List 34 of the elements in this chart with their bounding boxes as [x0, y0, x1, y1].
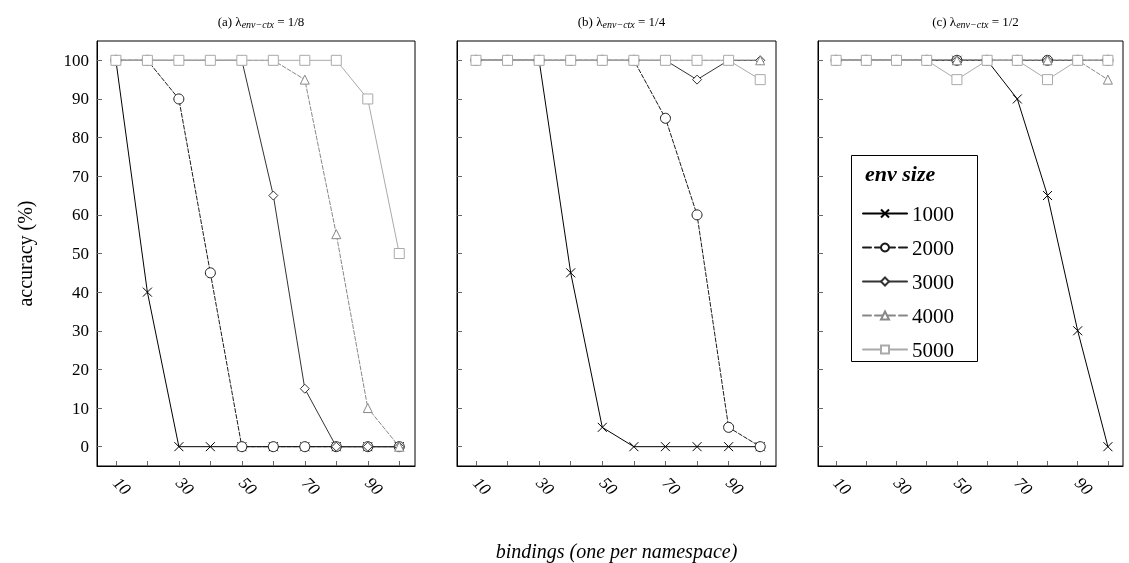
x-tick-label: 50 [235, 473, 261, 500]
x-axis-title: bindings (one per namespace) [495, 540, 738, 563]
x-tick-label: 70 [658, 473, 685, 500]
x-tick-label: 30 [531, 472, 559, 500]
y-tick-label: 10 [72, 398, 89, 418]
x-tick-label: 90 [361, 473, 387, 500]
x-tick-label: 10 [469, 473, 496, 500]
legend-label: 2000 [912, 235, 954, 260]
legend-label: 4000 [912, 303, 954, 328]
y-tick-label: 100 [63, 50, 89, 70]
x-tick-label: 90 [1070, 473, 1097, 500]
y-tick-label: 50 [72, 244, 89, 263]
x-tick-label: 50 [950, 473, 976, 500]
x-tick-label: 30 [171, 472, 198, 500]
legend-label: 3000 [912, 269, 954, 294]
y-axis-title: accuracy (%) [14, 200, 37, 307]
y-tick-label: 0 [80, 437, 89, 457]
y-tick-label: 60 [72, 205, 89, 225]
y-tick-label: 70 [72, 166, 89, 186]
y-tick-label: 20 [72, 359, 89, 379]
x-tick-label: 30 [889, 472, 916, 500]
y-tick-label: 30 [72, 321, 89, 341]
y-tick-label: 90 [72, 89, 89, 109]
y-tick-label: 80 [72, 128, 89, 148]
x-tick-label: 10 [829, 473, 856, 500]
x-tick-label: 10 [109, 473, 135, 500]
x-tick-label: 70 [1010, 473, 1037, 500]
legend-label: 1000 [912, 201, 954, 226]
x-tick-label: 90 [721, 473, 748, 500]
x-tick-label: 50 [595, 473, 622, 500]
y-tick-label: 40 [72, 282, 89, 302]
legend-label: 5000 [912, 337, 954, 362]
x-tick-label: 70 [298, 473, 324, 500]
legend-title: env size [865, 160, 936, 186]
